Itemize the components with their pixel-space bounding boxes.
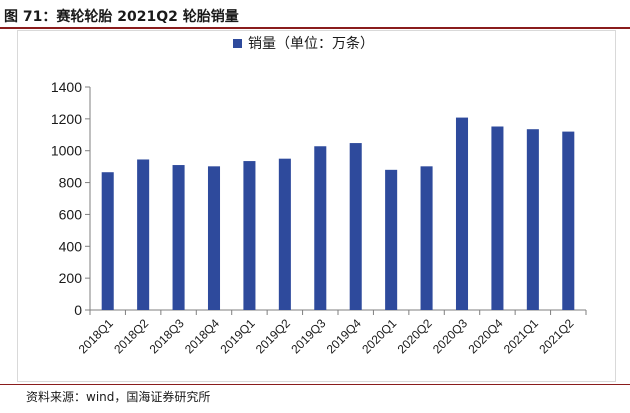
x-tick-label: 2020Q4 [465,316,505,356]
y-tick-label: 200 [59,270,83,286]
bar [243,161,256,310]
bar [207,166,221,310]
source-note: 资料来源：wind，国海证券研究所 [26,390,211,404]
chart-frame [17,30,616,382]
bar-chart: 02004006008001000120014002018Q12018Q2201… [51,35,587,356]
bar [455,117,469,310]
legend-swatch [233,39,242,48]
x-tick-label: 2019Q2 [253,316,293,356]
bar [137,159,150,310]
y-tick-label: 600 [59,206,83,222]
x-tick-label: 2020Q3 [430,316,470,356]
x-tick-label: 2021Q1 [501,316,541,356]
bar [526,129,539,310]
x-tick-label: 2018Q4 [182,316,222,356]
bar [420,166,433,310]
x-tick-label: 2018Q2 [111,316,151,356]
y-tick-label: 1400 [51,79,82,95]
x-tick-label: 2019Q4 [324,316,364,356]
bar [349,143,362,310]
figure-title: 图 71：赛轮轮胎 2021Q2 轮胎销量 [4,9,239,25]
bottom-rule [0,384,630,385]
bar [101,172,114,310]
y-tick-label: 1200 [51,111,82,127]
x-tick-label: 2018Q3 [147,316,187,356]
bar [278,158,291,310]
y-tick-label: 800 [59,175,83,191]
x-tick-label: 2021Q2 [536,316,576,356]
y-tick-label: 0 [74,302,82,318]
legend-label: 销量（单位：万条） [248,35,374,52]
x-tick-label: 2018Q1 [76,316,116,356]
bar [491,126,504,310]
y-tick-label: 1000 [51,143,82,159]
bar [385,169,398,310]
x-tick-label: 2019Q3 [288,316,328,356]
bar [172,165,185,310]
x-tick-label: 2019Q1 [217,316,257,356]
x-tick-label: 2020Q2 [395,316,435,356]
x-tick-label: 2020Q1 [359,316,399,356]
bar [314,146,327,310]
bar [562,131,575,310]
y-tick-label: 400 [59,238,83,254]
title-rule [0,27,630,29]
